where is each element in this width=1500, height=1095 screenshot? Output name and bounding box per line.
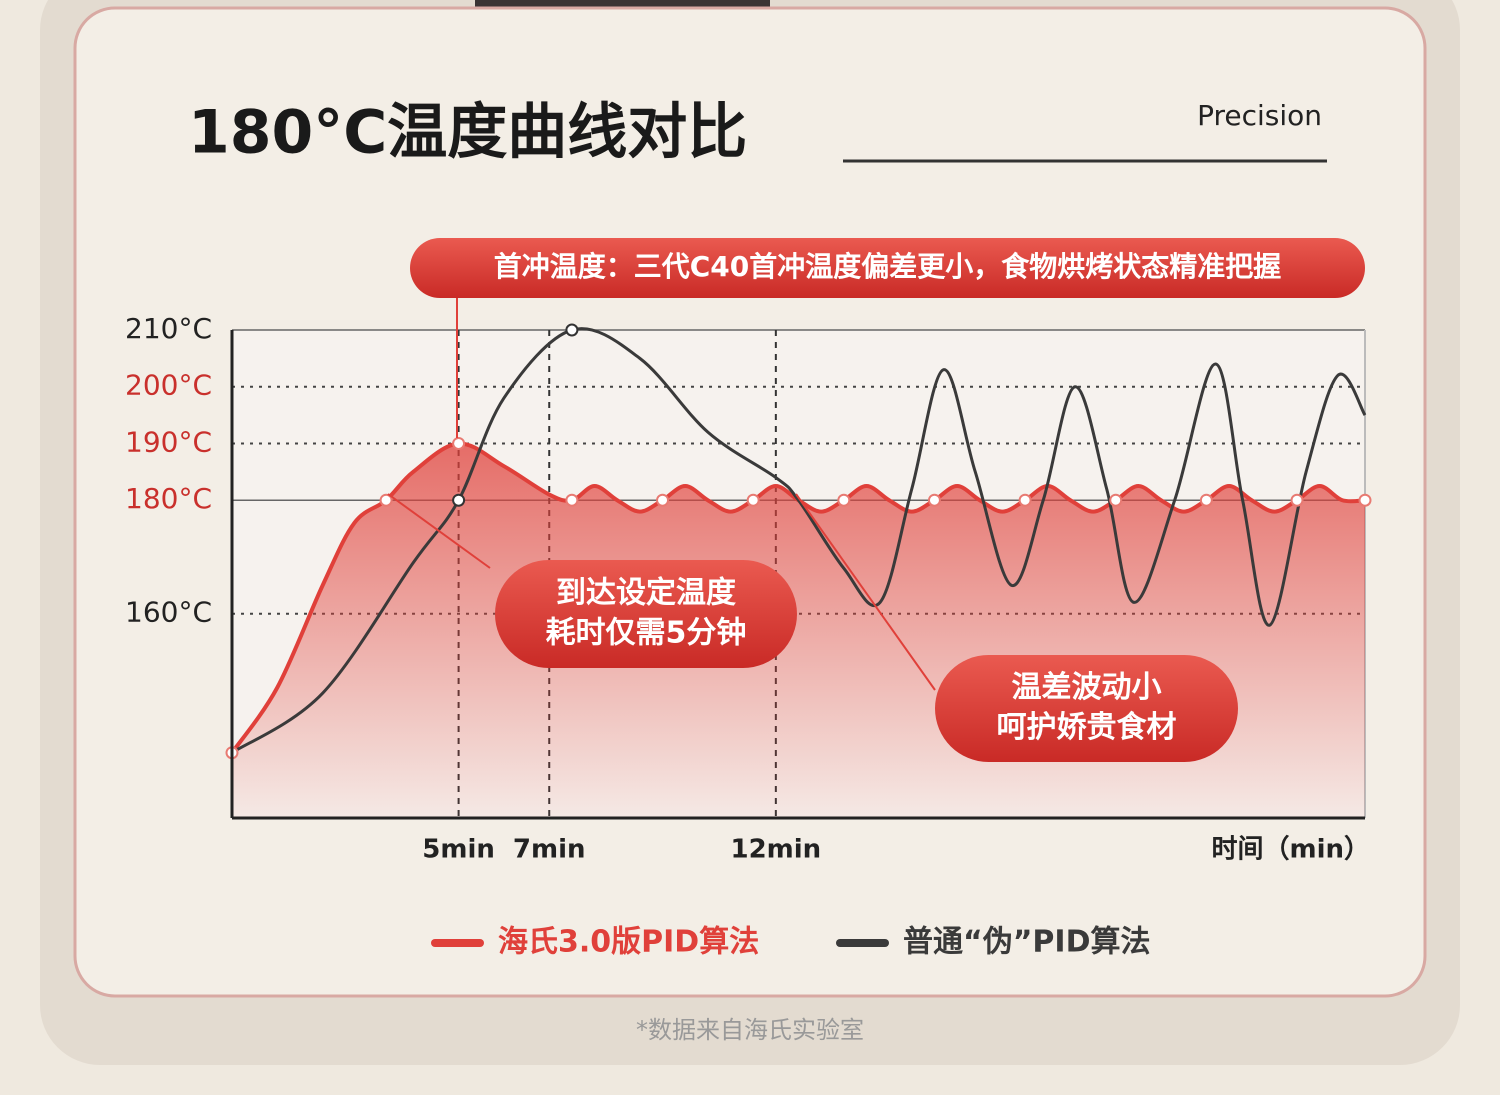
callout-text: 温差波动小 [1012,670,1162,705]
point [927,493,941,507]
callout [410,238,1365,298]
x-tick-label: 7min [513,835,586,865]
point [452,436,466,450]
footnote: *数据来自海氏实验室 [636,1016,864,1044]
line [230,441,1366,754]
y-tick-label: 200°C [125,369,212,402]
callout [935,655,1238,762]
x-tick-label: 5min [422,835,495,865]
y-tick-label: 180°C [125,482,212,515]
y-tick-label: 160°C [125,596,212,629]
point [837,493,851,507]
point [1358,493,1372,507]
point [1290,493,1304,507]
point [1018,493,1032,507]
point [452,493,466,507]
point [379,493,393,507]
line [231,327,1367,754]
point [656,493,670,507]
point [1199,493,1213,507]
callout-text: 耗时仅需5分钟 [546,616,747,651]
title: 180°C温度曲线对比 [188,98,747,168]
point [746,493,760,507]
x-axis-label: 时间（min） [1211,835,1370,865]
y-tick-label: 210°C [125,312,212,345]
callout-text: 呵护娇贵食材 [997,710,1177,745]
point [1109,493,1123,507]
point [565,493,579,507]
callout-text: 到达设定温度 [556,576,736,611]
top-image [475,0,770,8]
legend-label: 海氏3.0版PID算法 [498,925,759,960]
y-tick-label: 190°C [125,425,212,458]
callout-text: 首冲温度：三代C40首冲温度偏差更小，食物烘烤状态精准把握 [494,250,1282,283]
subtitle: Precision [1197,99,1322,132]
x-tick-label: 12min [730,835,821,865]
callout-leader [795,493,936,691]
legend-label: 普通“伪”PID算法 [903,925,1151,960]
point [565,323,579,337]
callout-leader [387,493,491,569]
callout [495,560,797,668]
